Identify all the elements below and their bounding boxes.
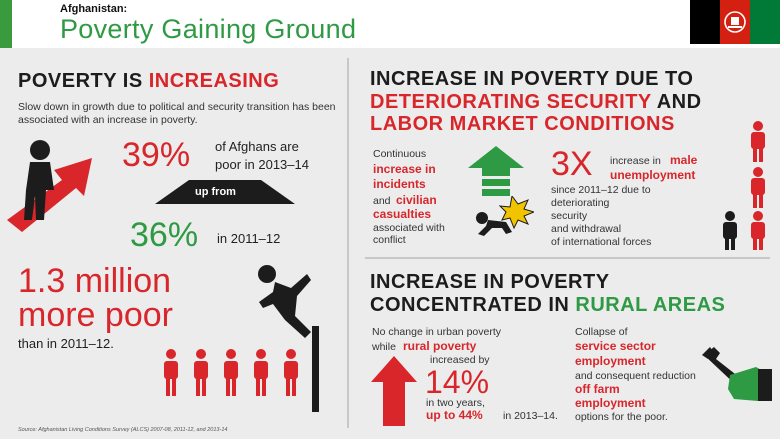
rural-r7: in 2013–14. [503,410,558,422]
sec-c6: casualties [373,207,432,221]
rural-r5: in two years, [426,397,485,409]
rural-s4: and consequent reduction [575,370,696,382]
afghanistan-flag-icon [690,0,780,44]
x-text-e: deteriorating [551,197,610,209]
sec-c5: civilian [396,193,437,207]
more-poor-line-a: 1.3 million [18,262,172,300]
falling-person-icon [258,265,319,412]
wrench-hand-icon [702,347,772,401]
sec-c8: conflict [373,234,406,246]
header [0,0,780,48]
rural-r4: increased by [430,354,490,366]
red-up-arrow-icon [371,356,417,426]
stat1-text-a: of Afghans are [215,139,299,154]
rural-s2: service sector [575,339,656,353]
green-up-arrow-icon [468,146,524,196]
left-intro: Slow down in growth due to political and… [18,101,336,126]
rural-r6: up to 44% [426,408,483,422]
column-divider [347,58,349,428]
rural-s6: employment [575,396,646,410]
security-heading-d: LABOR MARKET CONDITIONS [370,113,675,135]
x-text-d: since 2011–12 due to [551,184,651,196]
security-heading-a: INCREASE IN POVERTY DUE TO [370,68,694,90]
rural-r2: while [372,341,396,353]
sec-c1: Continuous [373,148,427,160]
x-text-g: and withdrawal [551,223,622,235]
section-divider [365,257,770,259]
stat2-text: in 2011–12 [217,231,281,246]
rural-r1: No change in urban poverty [372,326,501,338]
left-heading-highlight: INCREASING [148,70,280,92]
security-heading-highlight: DETERIORATING SECURITY [370,91,652,113]
stat-3x: 3X [551,145,593,183]
security-heading-and: AND [651,91,702,113]
left-heading: POVERTY IS INCREASING [18,70,279,93]
more-poor-line-b: more poor [18,296,173,334]
rural-s7: options for the poor. [575,411,668,423]
header-accent-bar [0,0,12,48]
unemployment-people-icon [723,121,765,250]
sec-c3: incidents [373,177,426,191]
stat-14-percent: 14% [425,364,490,400]
left-heading-prefix: POVERTY IS [18,70,149,92]
person-pushing-arrow-icon [7,140,92,232]
casualty-icon [476,196,534,236]
x-text-h: of international forces [551,236,652,248]
rural-s3: employment [575,354,646,368]
rural-s1: Collapse of [575,326,628,338]
sec-c2: increase in [373,162,436,176]
stat-39-percent: 39% [122,136,191,174]
sec-c7: associated with [373,222,445,234]
sec-c4: and [373,195,391,207]
up-from-triangle-icon [155,180,295,204]
rural-s5: off farm [575,382,620,396]
rural-heading-highlight: RURAL AREAS [575,294,726,316]
x-text-a: increase in [610,155,661,167]
stat1-text-b: poor in 2013–14 [215,157,309,172]
stat-36-percent: 36% [130,216,199,254]
page-kicker: Afghanistan: [60,3,128,15]
rural-r3: rural poverty [403,339,477,353]
x-text-f: security [551,210,588,222]
source-note: Source: Afghanistan Living Conditions Su… [18,427,228,433]
x-text-c: unemployment [610,168,696,182]
rural-heading-b: CONCENTRATED IN RURAL AREAS [370,294,725,317]
rural-heading-a: INCREASE IN POVERTY [370,271,610,293]
page-title: Poverty Gaining Ground [60,14,357,44]
people-row-icon [164,349,298,396]
rural-heading-prefix: CONCENTRATED IN [370,294,576,316]
more-poor-line-c: than in 2011–12. [18,336,114,351]
x-text-b: male [670,153,698,167]
up-from-label: up from [195,186,236,198]
security-heading-b: DETERIORATING SECURITY AND [370,91,702,114]
